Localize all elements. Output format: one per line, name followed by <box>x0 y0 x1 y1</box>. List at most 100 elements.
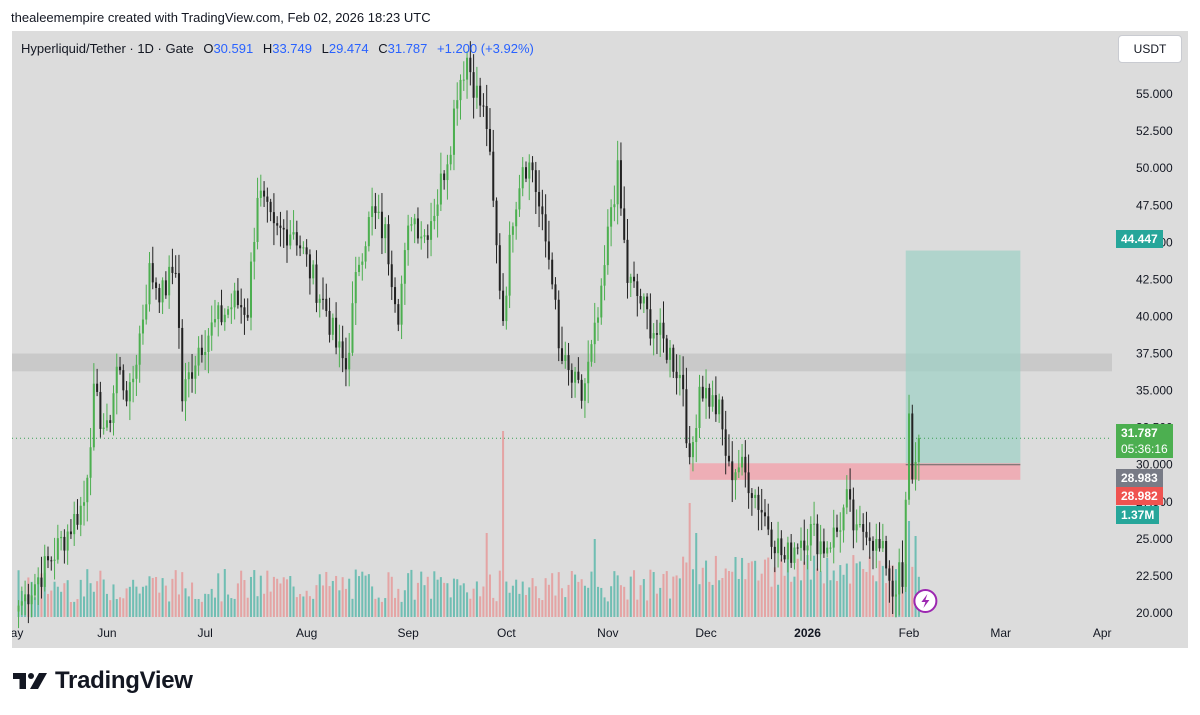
candle <box>472 72 475 98</box>
candle <box>832 527 835 548</box>
candle <box>724 429 727 456</box>
volume-bar <box>282 577 285 617</box>
candle <box>240 305 243 308</box>
candle <box>69 531 72 535</box>
volume-bar <box>777 584 780 617</box>
volume-bar <box>105 593 108 617</box>
candle <box>145 304 148 320</box>
volume-bar <box>809 579 812 617</box>
volume-bar <box>885 583 888 617</box>
candle <box>603 265 606 286</box>
volume-bar <box>436 579 439 617</box>
candle <box>423 235 426 237</box>
candle <box>898 562 901 595</box>
tradingview-logo[interactable]: TradingView <box>13 667 193 695</box>
volume-bar <box>875 581 878 617</box>
candle <box>276 223 279 226</box>
candle <box>655 333 658 335</box>
y-axis: 20.00022.50025.00027.50030.00032.50035.0… <box>1136 87 1173 620</box>
volume-bar <box>220 601 223 617</box>
candle <box>492 151 495 201</box>
candle <box>744 456 747 473</box>
volume-bar <box>803 561 806 617</box>
candle <box>302 247 305 249</box>
volume-bar <box>911 566 914 617</box>
candle <box>469 57 472 73</box>
candle <box>246 314 249 318</box>
volume-bars <box>17 431 920 617</box>
chart-area[interactable]: 20.00022.50025.00027.50030.00032.50035.0… <box>12 31 1188 648</box>
volume-bar <box>253 570 256 617</box>
volume-bar <box>547 584 550 617</box>
volume-bar <box>164 585 167 617</box>
currency-selector[interactable]: USDT <box>1118 35 1182 63</box>
candle <box>249 261 253 318</box>
candle <box>459 79 462 101</box>
volume-bar <box>786 554 789 617</box>
x-tick-label: Jun <box>97 626 116 640</box>
y-tick-label: 55.000 <box>1136 87 1173 101</box>
candle <box>27 594 30 605</box>
close-label: C <box>378 41 388 56</box>
candle <box>462 79 465 81</box>
x-tick-label: Apr <box>1093 626 1112 640</box>
volume-bar <box>60 591 63 617</box>
candle <box>685 389 688 444</box>
volume-bar <box>750 561 753 617</box>
candle <box>839 530 842 532</box>
volume-bar <box>358 576 361 617</box>
volume-bar <box>135 586 138 617</box>
candle <box>780 538 783 556</box>
candle <box>272 212 275 224</box>
volume-bar <box>390 576 393 617</box>
volume-bar <box>33 597 36 617</box>
volume-bar <box>171 578 174 617</box>
volume-bar <box>191 582 194 617</box>
volume-bar <box>642 579 645 617</box>
candle <box>701 386 704 399</box>
candle <box>557 299 560 349</box>
candle <box>816 523 819 555</box>
volume-bar <box>649 569 652 617</box>
volume-bar <box>426 576 429 617</box>
volume-bar <box>685 562 688 617</box>
volume-bar <box>125 588 128 617</box>
candle <box>312 264 315 279</box>
candle <box>266 196 269 202</box>
volume-bar <box>482 586 485 617</box>
price-chart[interactable]: 20.00022.50025.00027.50030.00032.50035.0… <box>12 31 1188 648</box>
volume-bar <box>400 601 403 617</box>
volume-bar <box>675 575 678 617</box>
candle <box>161 280 164 303</box>
y-tick-label: 50.000 <box>1136 161 1173 175</box>
volume-bar <box>233 598 236 617</box>
x-tick-label: Nov <box>597 626 618 640</box>
volume-bar <box>587 587 590 617</box>
volume-bar <box>790 581 793 617</box>
volume-bar <box>371 586 374 617</box>
candle <box>629 276 632 283</box>
volume-bar <box>502 431 505 617</box>
volume-bar <box>865 571 868 617</box>
volume-bar <box>148 576 151 617</box>
candle <box>633 276 636 282</box>
candle <box>256 197 259 242</box>
volume-bar <box>443 582 446 617</box>
volume-bar <box>623 586 626 617</box>
volume-bar <box>328 586 331 617</box>
candle <box>466 57 469 80</box>
candle <box>443 173 446 181</box>
volume-bar <box>554 595 557 617</box>
volume-bar <box>596 586 600 617</box>
volume-bar <box>757 580 760 617</box>
candle <box>308 254 311 279</box>
volume-bar <box>17 570 20 617</box>
volume-bar <box>217 573 220 617</box>
volume-bar <box>249 576 253 617</box>
candle <box>813 523 816 525</box>
candle <box>600 285 603 318</box>
candle <box>335 317 338 348</box>
volume-bar <box>672 576 675 617</box>
volume-bar <box>701 567 704 617</box>
candle <box>580 379 583 401</box>
